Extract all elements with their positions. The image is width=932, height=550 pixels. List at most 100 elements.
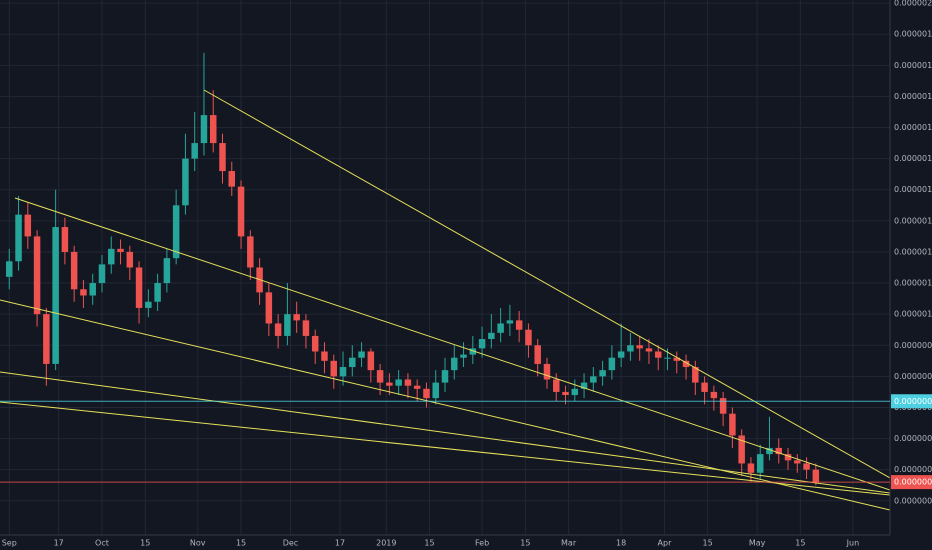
candle-body — [117, 248, 124, 252]
candle-body — [311, 335, 319, 352]
candle-body — [265, 292, 273, 324]
candle-body — [182, 158, 189, 206]
candle-body — [469, 348, 477, 355]
candle-body — [617, 351, 625, 358]
candle-body — [172, 205, 180, 259]
y-tick-label: 0.00000170 — [894, 92, 932, 101]
candle-body — [219, 143, 226, 172]
candle-body — [794, 460, 801, 464]
candle-body — [61, 227, 69, 252]
candle-body — [191, 143, 198, 159]
x-tick-label: Mar — [561, 539, 577, 548]
candle-body — [154, 283, 161, 302]
candle-body — [654, 351, 662, 358]
candle-body — [562, 391, 569, 396]
candle-body — [339, 367, 347, 377]
grid — [0, 0, 890, 535]
y-tick-label: 0.00000180 — [894, 61, 932, 70]
candle-body — [580, 382, 588, 389]
candle-body — [376, 370, 384, 383]
candle-body — [673, 357, 681, 361]
x-tick-label: 2019 — [376, 539, 396, 548]
y-tick-label: 0.00000150 — [894, 154, 932, 163]
candle-body — [719, 398, 727, 414]
y-tick-label: 0.00000040 — [894, 496, 932, 505]
y-tick-label: 0.00000200 — [894, 0, 932, 8]
candle-body — [692, 367, 699, 383]
candle-body — [784, 454, 792, 461]
candle-body — [386, 382, 393, 386]
candle-body — [43, 314, 50, 364]
candle-body — [404, 379, 412, 386]
candle-body — [756, 454, 764, 473]
y-tick-label: 0.00000100 — [894, 310, 932, 319]
x-tick-label: 15 — [520, 539, 530, 548]
x-tick-label: Apr — [658, 539, 673, 548]
candle-body — [803, 463, 810, 470]
candle-body — [525, 329, 532, 346]
candle-body — [812, 469, 820, 483]
candle-body — [228, 171, 236, 187]
candle-body — [284, 314, 291, 336]
candle-body — [6, 261, 13, 277]
y-tick-label: 0.00000080 — [894, 372, 932, 381]
y-tick-label: 0.00000060 — [894, 434, 932, 443]
candle-body — [645, 348, 653, 352]
x-tick-label: 17 — [335, 539, 345, 548]
candle-body — [515, 320, 523, 330]
candle-body — [413, 385, 421, 389]
candle-body — [80, 289, 87, 296]
candle-body — [70, 251, 78, 290]
candle-body — [367, 351, 375, 371]
y-tick-label: 0.00000140 — [894, 185, 932, 194]
x-tick-label: Nov — [190, 539, 206, 548]
candle-body — [627, 345, 634, 352]
candle-body — [534, 345, 541, 364]
x-tick-label: Sep — [2, 539, 17, 548]
x-tick-label: 17 — [54, 539, 64, 548]
x-tick-label: Dec — [283, 539, 298, 548]
x-tick-label: Feb — [475, 539, 489, 548]
candle-body — [33, 236, 41, 315]
candle-body — [358, 351, 365, 358]
price-label-box — [891, 394, 932, 409]
y-tick-label: 0.00000090 — [894, 341, 932, 350]
candle-body — [145, 301, 152, 308]
x-tick-label: 15 — [795, 539, 805, 548]
candle-body — [478, 339, 486, 349]
y-tick-label: 0.00000160 — [894, 123, 932, 132]
candle-body — [108, 248, 115, 265]
candle-body — [395, 379, 402, 386]
trend-line — [0, 299, 891, 511]
candles — [6, 52, 820, 486]
candle-body — [98, 264, 106, 284]
candle-body — [636, 345, 643, 349]
y-tick-label: 0.00000050 — [894, 465, 932, 474]
candle-body — [209, 115, 217, 144]
candle-body — [24, 214, 32, 237]
candle-body — [135, 267, 143, 308]
candle-body — [293, 314, 300, 321]
x-tick-label: Jun — [846, 539, 860, 548]
candle-body — [497, 323, 504, 333]
price-label: 0.00000046 — [894, 478, 932, 487]
candle-body — [488, 332, 495, 340]
candle-body — [460, 354, 467, 358]
candle-body — [432, 382, 439, 399]
candle-body — [126, 251, 134, 268]
candle-body — [701, 382, 708, 392]
price-label: 0.00000072 — [894, 397, 932, 406]
candle-body — [89, 283, 96, 296]
candle-body — [506, 320, 514, 324]
candle-body — [423, 388, 430, 399]
x-tick-label: 18 — [616, 539, 626, 548]
candle-body — [247, 236, 254, 268]
candle-body — [682, 360, 690, 368]
y-tick-label: 0.00000120 — [894, 247, 932, 256]
candle-body — [52, 227, 59, 364]
x-tick-label: 15 — [424, 539, 434, 548]
candle-body — [664, 357, 671, 359]
candle-body — [543, 363, 551, 380]
